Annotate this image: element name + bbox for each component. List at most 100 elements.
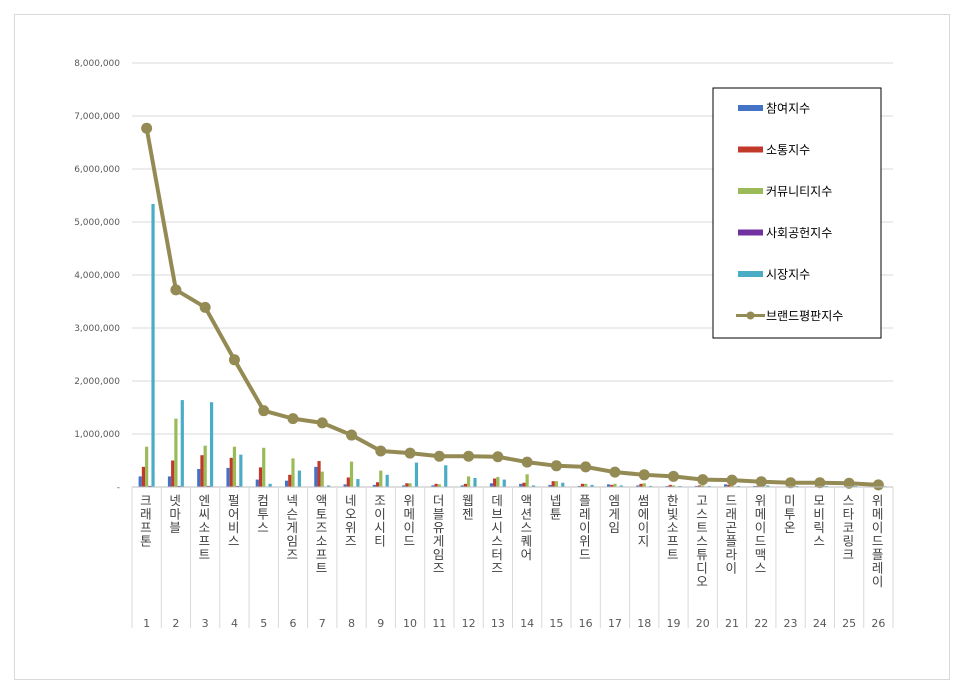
bar-1 [460, 485, 464, 487]
line-point [463, 450, 475, 462]
bar-5 [619, 485, 623, 487]
line-point [199, 301, 211, 313]
bar-2 [405, 483, 409, 487]
bar-5 [444, 465, 448, 487]
bar-2 [141, 466, 146, 487]
bar-5 [678, 485, 682, 487]
rank-label: 24 [813, 617, 827, 630]
y-tick-label: 3,000,000 [74, 324, 120, 334]
bar-1 [167, 476, 172, 487]
line-point [287, 413, 299, 425]
legend-label: 브랜드평판지수 [766, 309, 843, 323]
bar-1 [372, 484, 376, 487]
bar-2 [463, 483, 467, 487]
rank-label: 9 [377, 617, 384, 630]
bar-1 [431, 485, 435, 487]
bar-3 [613, 483, 617, 487]
bar-2 [580, 483, 585, 487]
bar-5 [736, 485, 741, 487]
line-point [609, 466, 621, 478]
bar-5 [297, 470, 301, 487]
rank-label: 8 [348, 617, 355, 630]
bar-series [138, 203, 887, 488]
bar-5 [209, 402, 214, 487]
legend-label: 커뮤니티지수 [766, 185, 832, 199]
line-point [697, 474, 709, 486]
bar-2 [200, 455, 204, 487]
line-point [141, 122, 153, 134]
bar-2 [171, 460, 175, 487]
y-tick-label: 5,000,000 [74, 218, 120, 228]
rank-label: 25 [842, 617, 856, 630]
legend-label: 시장지수 [766, 268, 810, 282]
line-point [316, 417, 328, 429]
rank-label: 19 [666, 617, 680, 630]
legend-swatch [738, 229, 763, 236]
bar-5 [414, 462, 419, 487]
line-point [843, 477, 855, 489]
bar-3 [232, 446, 237, 487]
bar-1 [577, 485, 581, 487]
rank-label: 17 [608, 617, 622, 630]
line-point [726, 474, 738, 486]
bar-1 [606, 484, 611, 487]
rank-label: 3 [202, 617, 209, 630]
bar-1 [753, 485, 757, 487]
line-point [492, 451, 504, 463]
rank-label: 12 [462, 617, 476, 630]
bar-4 [177, 485, 181, 487]
rank-label: 5 [260, 617, 267, 630]
line-series [141, 122, 884, 491]
bar-5 [561, 482, 565, 487]
bar-2 [346, 477, 350, 487]
legend-box [712, 87, 882, 339]
bar-5 [707, 485, 711, 487]
bar-3 [145, 446, 149, 487]
bar-4 [148, 485, 152, 487]
rank-label: 21 [725, 617, 739, 630]
bar-3 [320, 471, 324, 487]
rank-label: 20 [696, 617, 710, 630]
bar-5 [151, 203, 155, 488]
y-tick-label: 2,000,000 [74, 377, 120, 387]
legend-label: 참여지수 [766, 102, 810, 116]
bar-1 [343, 484, 347, 487]
bar-2 [229, 457, 233, 487]
bar-5 [766, 485, 770, 487]
bar-4 [206, 485, 210, 487]
bar-5 [649, 485, 653, 487]
y-tick-label: 6,000,000 [74, 165, 120, 175]
y-tick-label: 8,000,000 [74, 59, 120, 69]
bar-3 [203, 445, 207, 487]
bar-5 [853, 485, 858, 487]
bar-1 [489, 483, 494, 487]
bar-1 [636, 485, 640, 487]
legend-swatch [738, 188, 763, 194]
legend-label: 사회공헌지수 [766, 226, 832, 240]
bar-3 [437, 484, 441, 487]
rank-label: 7 [319, 617, 326, 630]
rank-label: 6 [289, 617, 296, 630]
line-point [170, 284, 182, 296]
